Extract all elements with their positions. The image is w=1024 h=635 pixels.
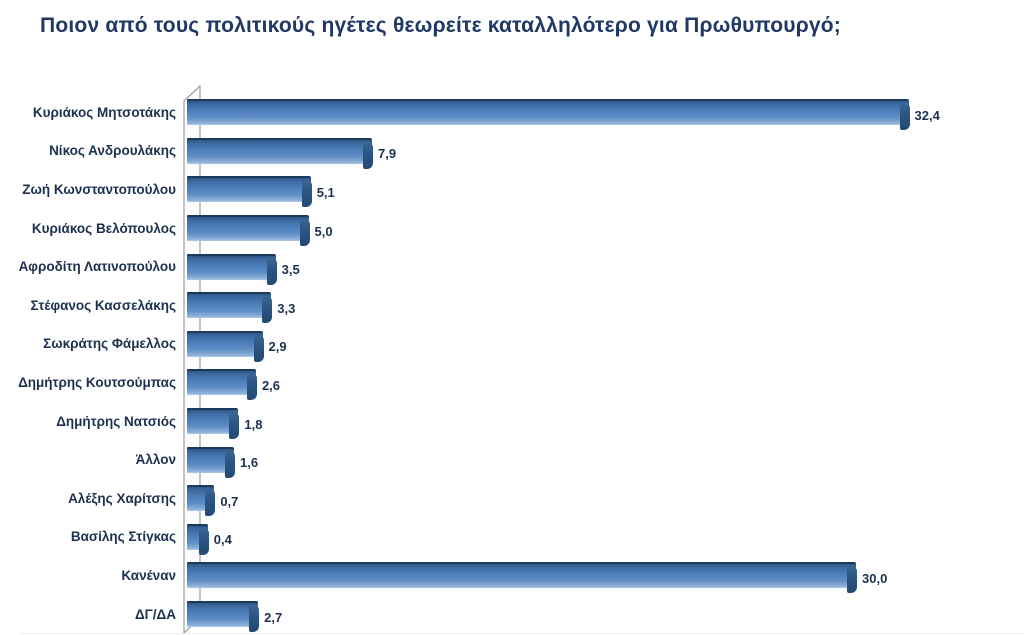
bar-zone: 5,1 [184, 170, 1024, 209]
category-label: Σωκράτης Φάμελλος [43, 336, 176, 352]
bar-zone: 30,0 [184, 556, 1024, 595]
value-label: 1,6 [240, 455, 259, 471]
category-label: ΔΓ/ΔΑ [134, 606, 176, 622]
bar [187, 99, 910, 131]
value-label: 0,4 [213, 532, 232, 548]
value-label: 7,9 [378, 146, 397, 162]
bar [187, 562, 857, 594]
chart-row: Κυριάκος Μητσοτάκης 32,4 [0, 93, 1024, 132]
value-label: 5,1 [316, 184, 335, 200]
bar [187, 330, 264, 362]
value-label: 5,0 [314, 223, 333, 239]
category-label: Στέφανος Κασσελάκης [30, 297, 176, 313]
bar-end-cap [299, 220, 310, 247]
value-label: 0,7 [220, 493, 239, 509]
value-label: 3,5 [281, 262, 300, 278]
bar [187, 369, 257, 401]
category-label: Άλλον [135, 452, 176, 468]
bar-zone: 2,7 [184, 595, 1024, 634]
bar [187, 408, 240, 440]
bar-end-cap [246, 374, 257, 401]
bar-end-cap [225, 451, 236, 478]
bar-zone: 0,4 [184, 518, 1024, 557]
category-label: Αφροδίτη Λατινοπούλου [18, 259, 176, 275]
bar [187, 523, 209, 555]
chart-row: Στέφανος Κασσελάκης 3,3 [0, 286, 1024, 325]
chart-title: Ποιον από τους πολιτικούς ηγέτες θεωρείτ… [40, 14, 841, 37]
value-label: 2,7 [264, 609, 283, 625]
bar [187, 215, 310, 247]
category-label: Δημήτρης Νατσιός [56, 413, 176, 429]
chart-rows: Κυριάκος Μητσοτάκης 32,4 Νίκος Ανδρουλάκ… [0, 93, 1024, 633]
bar-zone: 1,6 [184, 440, 1024, 479]
chart-row: Βασίλης Στίγκας 0,4 [0, 518, 1024, 557]
bar-end-cap [301, 181, 312, 208]
bar-end-cap [249, 606, 260, 633]
value-label: 32,4 [914, 107, 940, 123]
chart-row: Κανέναν 30,0 [0, 556, 1024, 595]
bar-end-cap [266, 258, 277, 285]
chart-row: Ζωή Κωνσταντοπούλου 5,1 [0, 170, 1024, 209]
chart-row: Δημήτρης Κουτσούμπας 2,6 [0, 363, 1024, 402]
category-label: Κυριάκος Μητσοτάκης [32, 104, 176, 120]
category-label: Δημήτρης Κουτσούμπας [18, 374, 176, 390]
bar-zone: 2,9 [184, 325, 1024, 364]
bar-zone: 7,9 [184, 132, 1024, 171]
bar-end-cap [363, 142, 373, 169]
value-label: 3,3 [277, 300, 296, 316]
chart-row: ΔΓ/ΔΑ 2,7 [0, 595, 1024, 634]
bar-zone: 3,5 [184, 247, 1024, 286]
chart-row: Δημήτρης Νατσιός 1,8 [0, 402, 1024, 441]
bar [187, 292, 273, 324]
bar-zone: 0,7 [184, 479, 1024, 518]
chart-row: Αφροδίτη Λατινοπούλου 3,5 [0, 247, 1024, 286]
bar-zone: 5,0 [184, 209, 1024, 248]
value-label: 30,0 [862, 570, 888, 586]
bar [187, 446, 236, 478]
bar [187, 601, 260, 633]
bottom-hairline [20, 633, 1024, 634]
bar-zone: 1,8 [184, 402, 1024, 441]
bar-end-cap [229, 413, 240, 440]
bar-end-cap [262, 297, 273, 324]
bar-end-cap [253, 335, 264, 362]
value-label: 2,9 [268, 339, 287, 355]
bar [187, 253, 277, 285]
bar-end-cap [198, 528, 209, 555]
bar-end-cap [847, 567, 857, 594]
category-label: Βασίλης Στίγκας [70, 529, 176, 545]
bar-zone: 2,6 [184, 363, 1024, 402]
chart-row: Άλλον 1,6 [0, 440, 1024, 479]
chart-row: Κυριάκος Βελόπουλος 5,0 [0, 209, 1024, 248]
category-label: Νίκος Ανδρουλάκης [49, 143, 176, 159]
category-label: Κυριάκος Βελόπουλος [31, 220, 176, 236]
bar-end-cap [205, 490, 216, 517]
chart-row: Σωκράτης Φάμελλος 2,9 [0, 325, 1024, 364]
value-label: 2,6 [261, 377, 281, 393]
category-label: Αλέξης Χαρίτσης [68, 490, 176, 506]
bar-end-cap [899, 104, 910, 131]
bar [187, 137, 373, 169]
category-label: Κανέναν [121, 567, 176, 583]
chart-row: Αλέξης Χαρίτσης 0,7 [0, 479, 1024, 518]
bar [187, 176, 312, 208]
value-label: 1,8 [244, 416, 263, 432]
bar [187, 485, 216, 517]
bar-zone: 3,3 [184, 286, 1024, 325]
category-label: Ζωή Κωνσταντοπούλου [22, 181, 176, 197]
bar-zone: 32,4 [184, 93, 1024, 132]
chart-row: Νίκος Ανδρουλάκης 7,9 [0, 132, 1024, 171]
